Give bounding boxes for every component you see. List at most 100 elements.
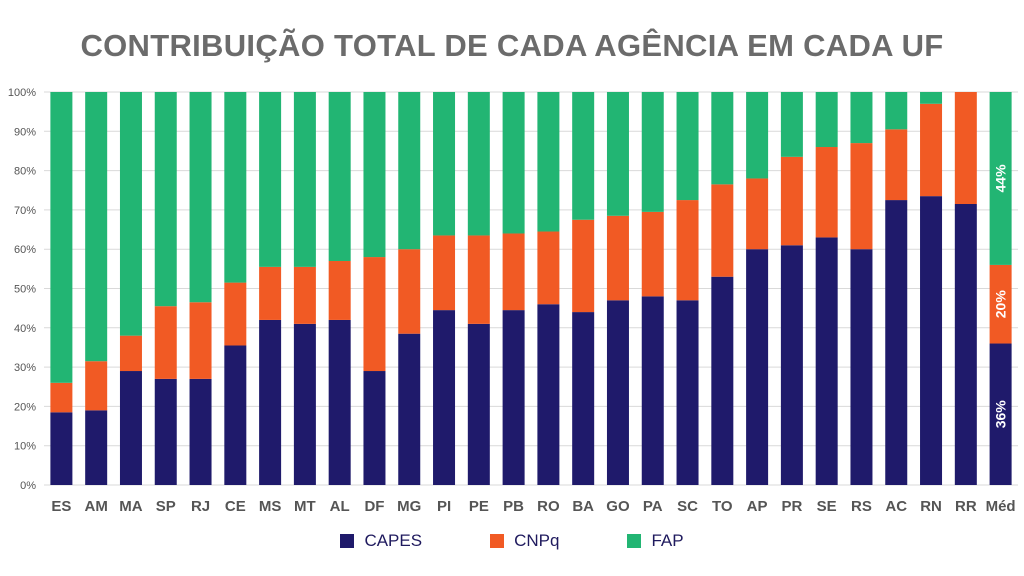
- bar-cnpq-méd: [989, 264, 1012, 344]
- legend-item-capes: CAPES: [340, 531, 422, 551]
- bar-cnpq-pa: [641, 211, 664, 297]
- y-tick-label: 50%: [14, 284, 36, 296]
- bar-fap-pa: [641, 92, 664, 212]
- bar-cnpq-al: [328, 260, 351, 320]
- bar-fap-ma: [119, 92, 142, 336]
- bar-cnpq-sc: [676, 200, 699, 301]
- x-tick-label: PB: [503, 498, 524, 515]
- bar-capes-pi: [433, 310, 456, 485]
- bar-cnpq-pe: [467, 235, 490, 324]
- bar-cnpq-am: [85, 361, 108, 411]
- bar-capes-rs: [850, 249, 873, 485]
- y-tick-label: 20%: [14, 401, 36, 413]
- bar-cnpq-go: [606, 215, 629, 301]
- bar-capes-ms: [259, 319, 282, 485]
- bar-fap-pe: [467, 92, 490, 236]
- bar-capes-rn: [920, 196, 943, 485]
- y-tick-label: 90%: [14, 126, 36, 138]
- x-tick-label: RO: [537, 498, 560, 515]
- bar-cnpq-ac: [885, 129, 908, 201]
- bar-cnpq-se: [815, 147, 838, 238]
- x-tick-label: AM: [85, 498, 108, 515]
- bar-capes-mt: [293, 323, 316, 485]
- bar-fap-méd: [989, 92, 1012, 265]
- x-axis: ES AM MA SP RJ CE MS MT AL DF MG PI PE PB RO BA GO PA SC TO…: [51, 498, 1015, 515]
- bar-fap-sc: [676, 92, 699, 201]
- bar-capes-méd: [989, 343, 1012, 485]
- x-tick-label: ES: [51, 498, 71, 515]
- bar-capes-ac: [885, 200, 908, 485]
- bar-cnpq-pb: [502, 233, 525, 311]
- bar-capes-rr: [954, 204, 977, 485]
- x-tick-label: AC: [885, 498, 907, 515]
- bar-cnpq-mg: [398, 249, 421, 334]
- bar-cnpq-pi: [433, 235, 456, 311]
- data-label-capes: 36%: [993, 400, 1009, 429]
- bar-fap-mt: [293, 92, 316, 267]
- x-tick-label: RR: [955, 498, 977, 515]
- bar-cnpq-ma: [119, 335, 142, 372]
- bar-capes-rj: [189, 378, 212, 485]
- x-tick-label: DF: [364, 498, 384, 515]
- bar-cnpq-to: [711, 184, 734, 277]
- bar-fap-es: [50, 92, 73, 383]
- y-tick-label: 60%: [14, 244, 36, 256]
- chart-title: CONTRIBUIÇÃO TOTAL DE CADA AGÊNCIA EM CA…: [80, 28, 944, 63]
- bar-capes-ce: [224, 345, 247, 485]
- bar-cnpq-ba: [572, 219, 595, 313]
- legend: CAPES CNPq FAP: [0, 531, 1024, 551]
- x-tick-label: CE: [225, 498, 246, 515]
- x-tick-label: SP: [156, 498, 176, 515]
- y-tick-label: 0%: [20, 480, 36, 492]
- x-tick-label: RS: [851, 498, 872, 515]
- bar-capes-sc: [676, 300, 699, 485]
- bar-capes-ro: [537, 304, 560, 485]
- bar-fap-rn: [920, 92, 943, 104]
- bar-fap-to: [711, 92, 734, 185]
- x-tick-label: PE: [469, 498, 489, 515]
- bar-capes-am: [85, 410, 108, 485]
- legend-swatch-fap: [627, 534, 642, 548]
- x-tick-label: AP: [747, 498, 768, 515]
- bar-capes-pr: [780, 245, 803, 485]
- bar-cnpq-ce: [224, 282, 247, 346]
- bar-capes-ap: [746, 249, 769, 485]
- x-tick-label: PA: [643, 498, 663, 515]
- x-tick-label: MA: [119, 498, 142, 515]
- bar-capes-mg: [398, 333, 421, 485]
- bar-fap-ap: [746, 92, 769, 179]
- bar-cnpq-rs: [850, 143, 873, 250]
- bar-capes-al: [328, 319, 351, 485]
- bar-cnpq-rj: [189, 302, 212, 379]
- legend-swatch-capes: [340, 534, 355, 548]
- legend-label-capes: CAPES: [364, 531, 423, 550]
- x-tick-label: AL: [330, 498, 350, 515]
- data-label-fap: 44%: [993, 164, 1009, 193]
- bar-capes-df: [363, 371, 386, 485]
- x-tick-label: MS: [259, 498, 282, 515]
- bars: [50, 92, 1012, 485]
- bar-fap-se: [815, 92, 838, 148]
- bar-cnpq-ro: [537, 231, 560, 305]
- bar-fap-pb: [502, 92, 525, 234]
- bar-capes-sp: [154, 378, 177, 485]
- legend-label-cnpq: CNPq: [514, 531, 560, 550]
- bar-fap-ro: [537, 92, 560, 232]
- bar-capes-pe: [467, 323, 490, 485]
- bar-fap-ms: [259, 92, 282, 267]
- bar-fap-go: [606, 92, 629, 216]
- bar-capes-es: [50, 412, 73, 485]
- x-tick-label: TO: [712, 498, 733, 515]
- y-tick-label: 10%: [14, 441, 36, 453]
- x-tick-label: GO: [606, 498, 630, 515]
- bar-capes-pa: [641, 296, 664, 485]
- bar-cnpq-rn: [920, 103, 943, 197]
- legend-item-cnpq: CNPq: [490, 531, 559, 551]
- bar-fap-df: [363, 92, 386, 258]
- bar-fap-ce: [224, 92, 247, 283]
- x-tick-label: MG: [397, 498, 421, 515]
- bar-fap-am: [85, 92, 108, 362]
- x-tick-label: PI: [437, 498, 451, 515]
- x-tick-label: SC: [677, 498, 698, 515]
- data-labels: 36% 20% 44%: [993, 164, 1009, 428]
